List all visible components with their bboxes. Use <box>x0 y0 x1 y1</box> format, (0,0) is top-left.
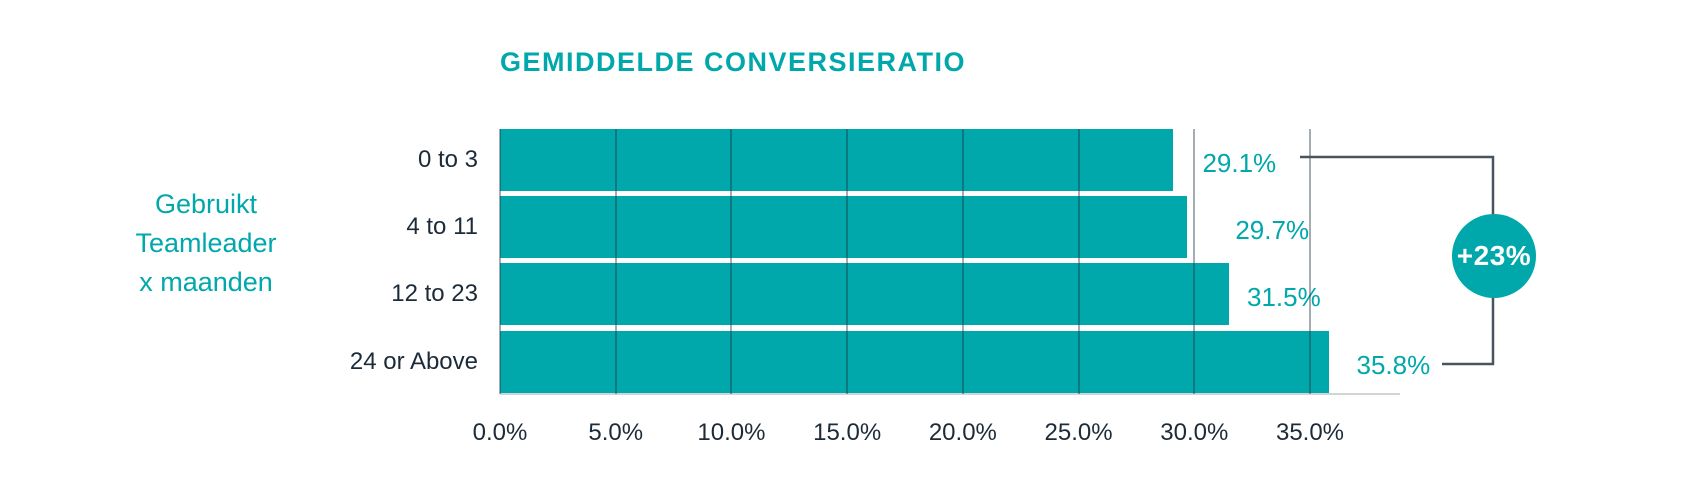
x-tick-label: 20.0% <box>928 419 997 446</box>
value-label: 35.8% <box>1356 350 1431 380</box>
category-label: 4 to 11 <box>406 213 478 240</box>
bar-0-to-3 <box>500 129 1174 191</box>
x-tick-label: 10.0% <box>697 419 766 446</box>
gridline-35pct <box>1309 129 1311 394</box>
value-label: 29.1% <box>1202 148 1277 178</box>
y-axis-group-label: Gebruikt Teamleader x maanden <box>60 185 352 302</box>
x-tick-label: 0.0% <box>472 419 528 446</box>
x-axis-baseline <box>500 393 1400 395</box>
gridline-10pct <box>730 129 733 394</box>
y-axis-group-label-line: x maanden <box>139 267 273 297</box>
y-axis-group-label-line: Gebruikt <box>154 189 258 219</box>
category-label: 12 to 23 <box>391 280 478 307</box>
gridline-5pct <box>614 129 617 394</box>
annotation-badge-label: +23% <box>1456 240 1532 271</box>
x-tick-label: 30.0% <box>1160 419 1229 446</box>
annotation-badge: +23% <box>1452 214 1536 298</box>
category-label: 24 or Above <box>349 348 478 375</box>
bar-4-to-11 <box>500 196 1188 258</box>
gridline-25pct <box>1077 129 1080 394</box>
x-tick-label: 15.0% <box>813 419 882 446</box>
category-label: 0 to 3 <box>417 146 478 173</box>
bar-12-to-23 <box>500 263 1229 325</box>
x-tick-label: 35.0% <box>1275 419 1345 446</box>
gridline-20pct <box>961 129 964 394</box>
x-tick-label: 25.0% <box>1044 419 1113 446</box>
gridline-0pct <box>499 129 501 394</box>
gridline-15pct <box>846 129 849 394</box>
gridline-30pct <box>1193 129 1196 394</box>
x-tick-label: 5.0% <box>588 419 644 446</box>
value-label: 29.7% <box>1235 215 1310 245</box>
bar-24-or-above <box>500 331 1329 393</box>
y-axis-group-label-line: Teamleader <box>135 228 277 258</box>
chart-title: GEMIDDELDE CONVERSIERATIO <box>500 47 967 77</box>
